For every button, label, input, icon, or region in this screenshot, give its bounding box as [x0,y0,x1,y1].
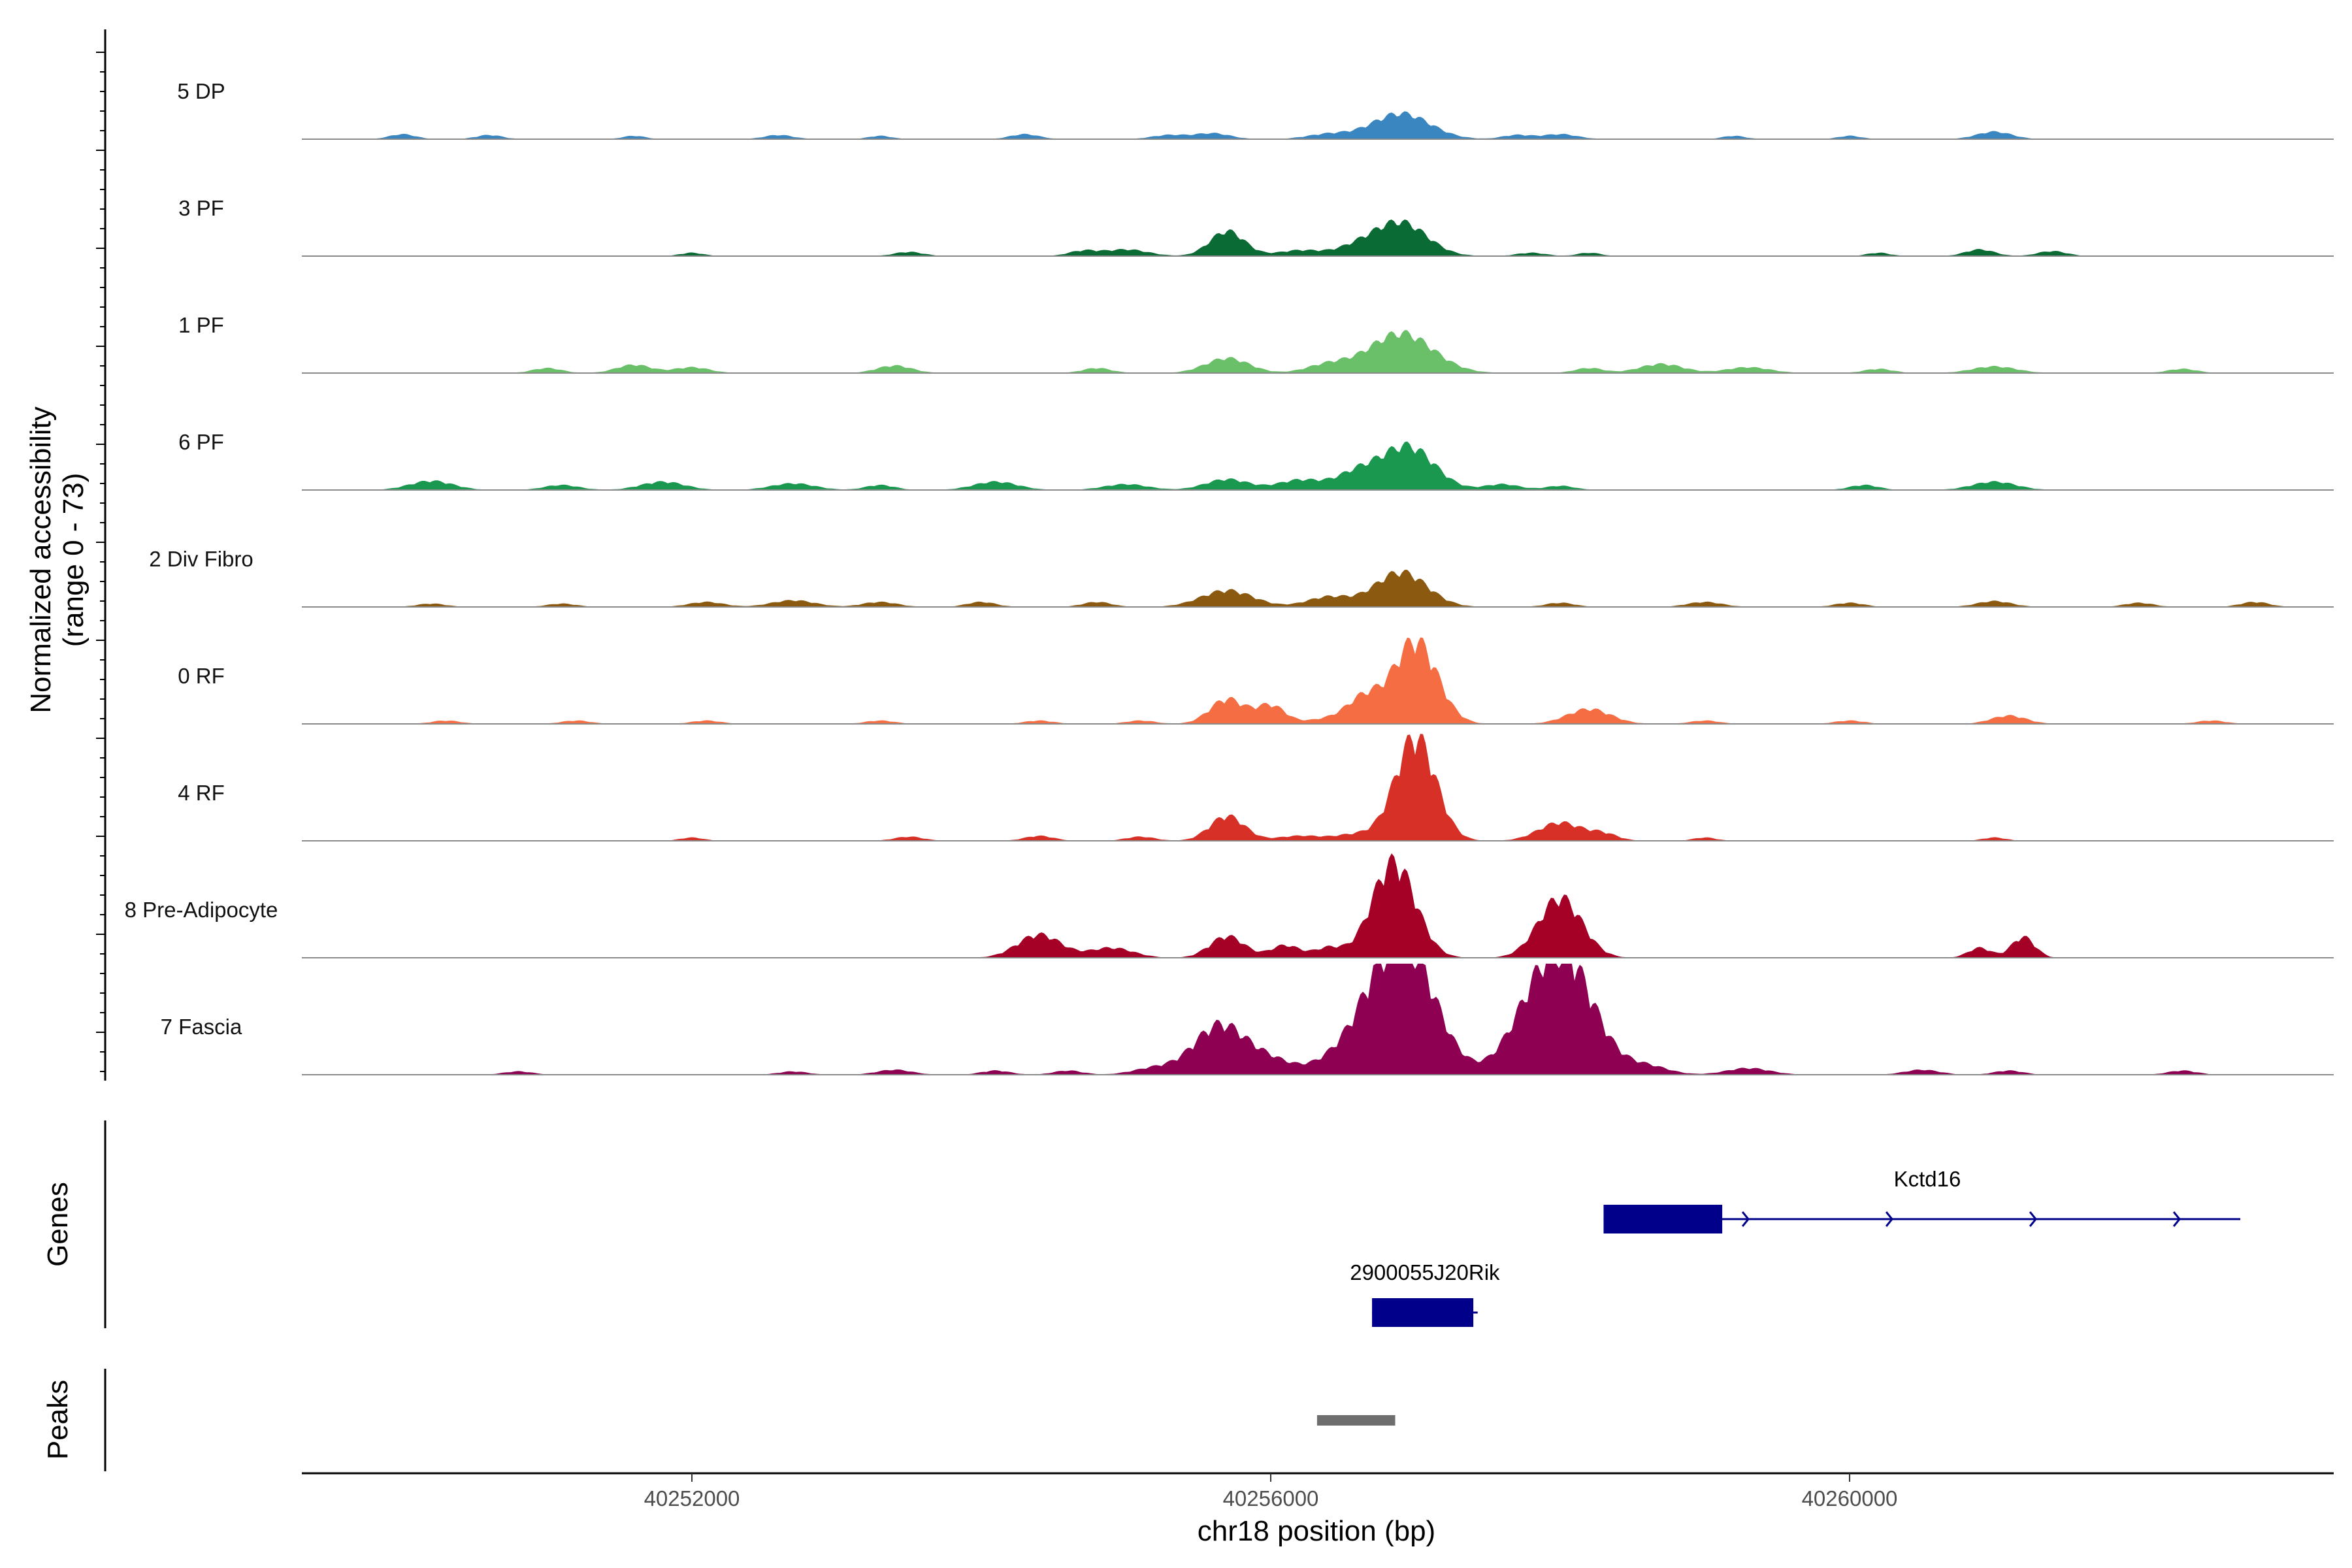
track-label: 4 RF [178,781,225,805]
coverage-area [302,570,2334,607]
coverage-area [302,964,2334,1075]
strand-arrow [1885,1211,1894,1227]
y-axis-title-line2: (range 0 - 73) [57,473,90,647]
gene-exon [1372,1298,1474,1327]
coverage-area [302,637,2334,724]
coverage-area [302,330,2334,373]
coverage-track: 5 DP [177,79,2334,140]
coverage-track: 1 PF [178,313,2334,374]
coverage-track: 4 RF [178,734,2334,841]
peaks-axis-title: Peaks [42,1380,74,1460]
track-label: 0 RF [178,664,225,688]
coverage-track: 8 Pre-Adipocyte [125,853,2334,958]
strand-arrow [1741,1211,1750,1227]
track-label: 5 DP [177,79,225,103]
x-axis-title: chr18 position (bp) [1198,1515,1435,1547]
coverage-area [302,219,2334,256]
x-tick-label: 40256000 [1223,1486,1319,1511]
peak-region-track [1316,1415,1396,1426]
y-axis-title-line1: Normalized accessibility [25,406,57,713]
gene-exon [1603,1205,1723,1233]
track-label: 2 Div Fibro [149,547,253,571]
x-tick-label: 40260000 [1802,1486,1898,1511]
coverage-area [302,734,2334,841]
coverage-track: 6 PF [178,430,2334,491]
coverage-tracks: 5 DP 3 PF 1 PF 6 PF 2 Div Fibro 0 RF 4 RF 8 Pre… [125,79,2334,1075]
strand-arrow [2172,1211,2181,1227]
gene-model: Kctd16 [1603,1167,2241,1233]
gene-annotation-track: Kctd16 2900055J20Rik [1350,1167,2241,1327]
track-label: 8 Pre-Adipocyte [125,898,278,922]
y-axis-title: Normalized accessibility (range 0 - 73) [25,406,90,713]
gene-model: 2900055J20Rik [1350,1260,1500,1327]
x-axis: 40252000 40256000 40260000 [302,1472,2334,1511]
track-label: 7 Fascia [161,1015,242,1039]
coverage-track: 0 RF [178,637,2334,725]
peak-region [1316,1415,1396,1426]
coverage-area [302,111,2334,139]
strand-arrow [1605,1211,1613,1227]
track-label: 6 PF [178,430,224,454]
track-label: 1 PF [178,313,224,337]
strand-arrow [2029,1211,2038,1227]
coverage-track: 3 PF [178,196,2334,257]
gene-label: 2900055J20Rik [1350,1260,1500,1284]
coverage-area [302,441,2334,490]
track-y-axis-ticks [96,52,105,1072]
track-label: 3 PF [178,196,224,220]
genes-axis-title: Genes [42,1182,74,1267]
x-tick-label: 40252000 [644,1486,740,1511]
coverage-track: 2 Div Fibro [149,547,2334,608]
coverage-area [302,853,2334,958]
left-axes [96,29,106,1471]
gene-label: Kctd16 [1894,1167,1961,1191]
coverage-track: 7 Fascia [161,964,2334,1075]
